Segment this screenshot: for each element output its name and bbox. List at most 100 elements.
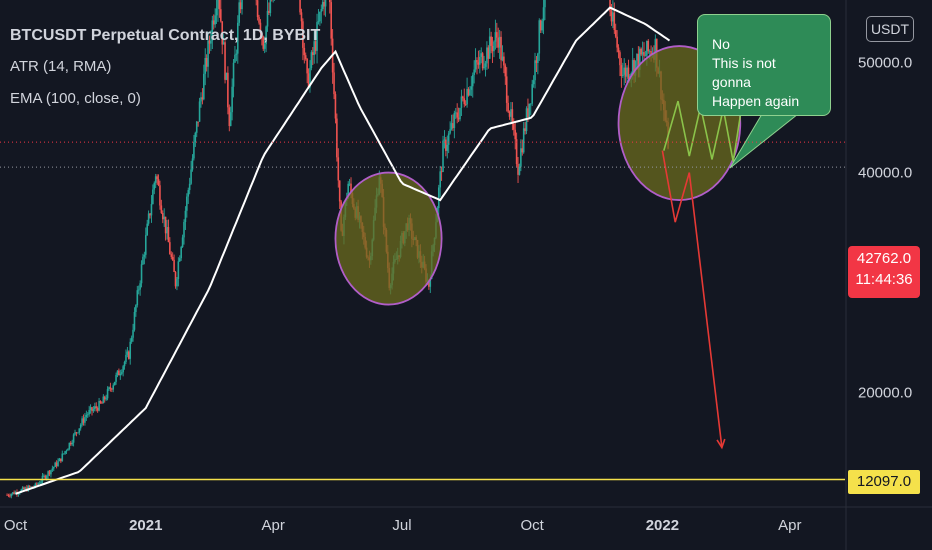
candle-body [493, 41, 495, 52]
highlight-zones-layer [334, 45, 742, 306]
candle-body [23, 487, 25, 490]
candle-body [108, 387, 110, 390]
candle-body [118, 370, 120, 376]
candle-body [136, 290, 139, 306]
atr-indicator-label[interactable]: ATR (14, RMA) [10, 58, 112, 75]
candle-body [164, 216, 167, 234]
candle-body [320, 9, 323, 12]
candle-body [232, 62, 235, 87]
candle-body [637, 53, 640, 70]
candle-body [102, 396, 105, 404]
candle-body [197, 121, 199, 123]
candle-body [81, 418, 83, 425]
candle-body [91, 407, 93, 412]
candle-body [512, 123, 515, 130]
candle-body [445, 139, 447, 151]
candle-body [619, 52, 621, 66]
candle-body [648, 51, 651, 52]
candle-body [47, 471, 49, 476]
candle-body [188, 183, 191, 191]
candle-body [60, 458, 62, 462]
candle-body [176, 278, 178, 287]
candle-body [491, 45, 494, 52]
candle-body [515, 139, 518, 164]
candle-body [437, 187, 440, 208]
candle-body [640, 48, 642, 55]
candle-body [65, 450, 68, 452]
candle-body [88, 409, 90, 415]
candle-body [96, 408, 99, 411]
candles-layer [6, 0, 669, 499]
candle-body [258, 17, 260, 23]
candle-body [135, 305, 137, 312]
ema-indicator-label[interactable]: EMA (100, close, 0) [10, 90, 141, 107]
candle-body [494, 32, 497, 42]
candle-body [115, 374, 117, 382]
candle-body [348, 183, 351, 185]
candle-body [122, 366, 124, 373]
candle-body [111, 388, 113, 390]
candle-body [497, 37, 500, 48]
candle-body [505, 76, 508, 103]
candle-body [30, 486, 32, 488]
candle-body [180, 247, 182, 259]
candle-body [92, 409, 95, 412]
candle-body [71, 442, 73, 445]
candle-body [350, 183, 352, 194]
candle-body [125, 354, 127, 362]
candle-body [236, 22, 239, 54]
candle-body [154, 176, 157, 183]
candle-body [518, 166, 521, 175]
candle-body [153, 182, 156, 190]
candle-body [152, 189, 154, 205]
candle-body [181, 237, 184, 248]
candle-body [504, 65, 507, 77]
candle-body [231, 86, 233, 113]
candle-body [143, 254, 146, 257]
candle-body [222, 42, 225, 45]
candle-body [34, 483, 37, 488]
candle-body [266, 10, 269, 27]
candle-body [170, 254, 173, 257]
candle-body [11, 492, 14, 495]
candle-body [323, 2, 325, 7]
candle-body [229, 112, 232, 127]
candle-body [531, 84, 533, 104]
candle-body [439, 171, 441, 188]
candle-body [173, 259, 175, 272]
candle-body [529, 103, 532, 105]
candle-body [457, 117, 460, 120]
candle-body [514, 129, 517, 140]
candle-body [527, 108, 529, 118]
candle-body [428, 279, 430, 287]
candle-body [299, 0, 301, 13]
candle-body [51, 468, 54, 471]
candle-body [541, 21, 543, 31]
candle-body [38, 483, 41, 484]
candle-body [459, 107, 461, 120]
x-tick-label: Apr [778, 517, 801, 534]
candle-body [99, 401, 102, 403]
candle-body [446, 144, 449, 151]
x-tick-label: Jul [392, 517, 411, 534]
symbol-title: BTCUSDT Perpetual Contract, 1D, BYBIT [10, 27, 321, 44]
candle-body [612, 12, 614, 22]
candle-body [521, 148, 524, 153]
candle-body [510, 109, 512, 117]
candle-body [460, 96, 463, 108]
candle-body [84, 417, 86, 423]
currency-button[interactable]: USDT [866, 16, 914, 42]
candle-body [321, 2, 324, 10]
candle-body [103, 396, 106, 400]
candle-body [269, 0, 272, 14]
candle-body [613, 12, 616, 31]
candle-body [302, 21, 304, 48]
projection-layer [661, 16, 800, 450]
candle-body [52, 466, 55, 469]
candle-body [195, 121, 198, 133]
candle-body [139, 283, 141, 290]
candle-body [644, 55, 647, 57]
candle-body [85, 414, 88, 418]
candle-body [538, 20, 541, 54]
